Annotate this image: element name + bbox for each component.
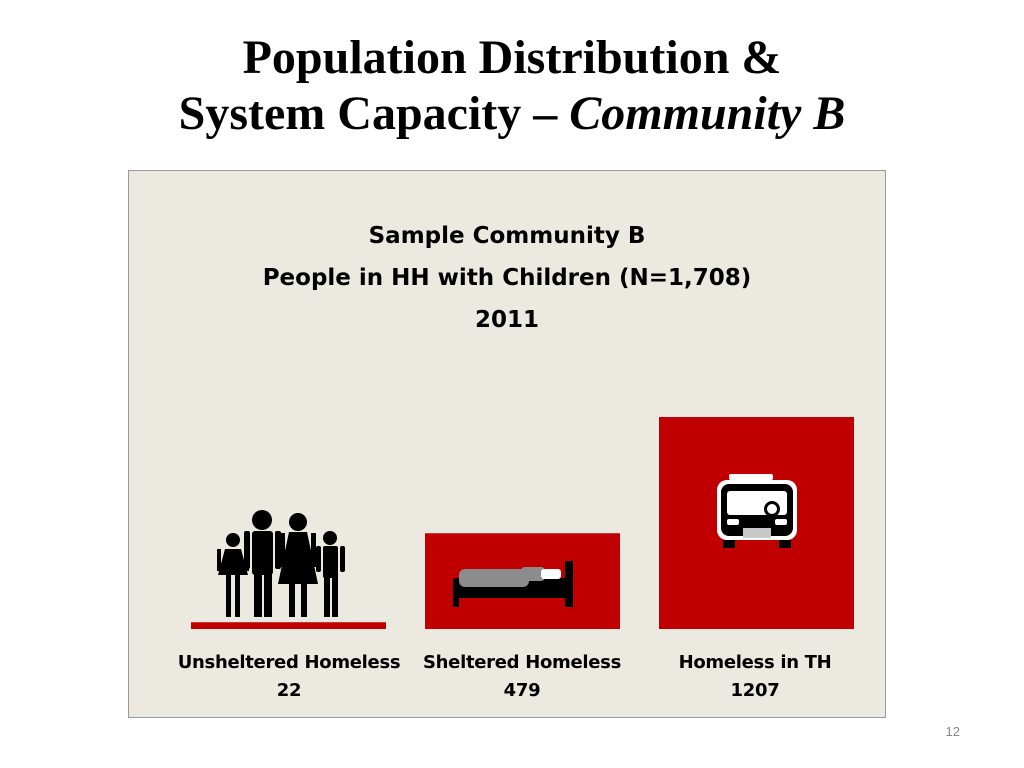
title-community-name: Community B [569, 87, 846, 140]
bus-icon [717, 474, 797, 548]
bar-1 [191, 622, 386, 629]
category-label-unsheltered: Unsheltered Homeless 22 [169, 649, 409, 705]
chart-title-block: Sample Community B People in HH with Chi… [129, 215, 885, 341]
title-line-2: System Capacity – Community B [0, 86, 1024, 142]
chart-plot [191, 417, 854, 629]
chart-year: 2011 [474, 307, 539, 333]
title-line-1: Population Distribution & [242, 31, 782, 84]
chart-title: Sample Community B [368, 223, 646, 249]
category-value: 1207 [730, 680, 780, 701]
title-line-2-text: System Capacity – [178, 87, 570, 140]
category-name: Sheltered Homeless [422, 652, 621, 673]
bed-icon [453, 561, 573, 607]
family-icon [217, 510, 345, 617]
slide-title: Population Distribution & System Capacit… [0, 30, 1024, 142]
page-number: 12 [945, 724, 960, 739]
category-label-sheltered: Sheltered Homeless 479 [402, 649, 642, 705]
category-label-th: Homeless in TH 1207 [635, 649, 875, 705]
chart-subtitle: People in HH with Children (N=1,708) [262, 265, 752, 291]
chart-panel: Sample Community B People in HH with Chi… [128, 170, 886, 718]
category-value: 22 [276, 680, 302, 701]
category-value: 479 [503, 680, 541, 701]
category-name: Unsheltered Homeless [177, 652, 401, 673]
category-name: Homeless in TH [678, 652, 832, 673]
